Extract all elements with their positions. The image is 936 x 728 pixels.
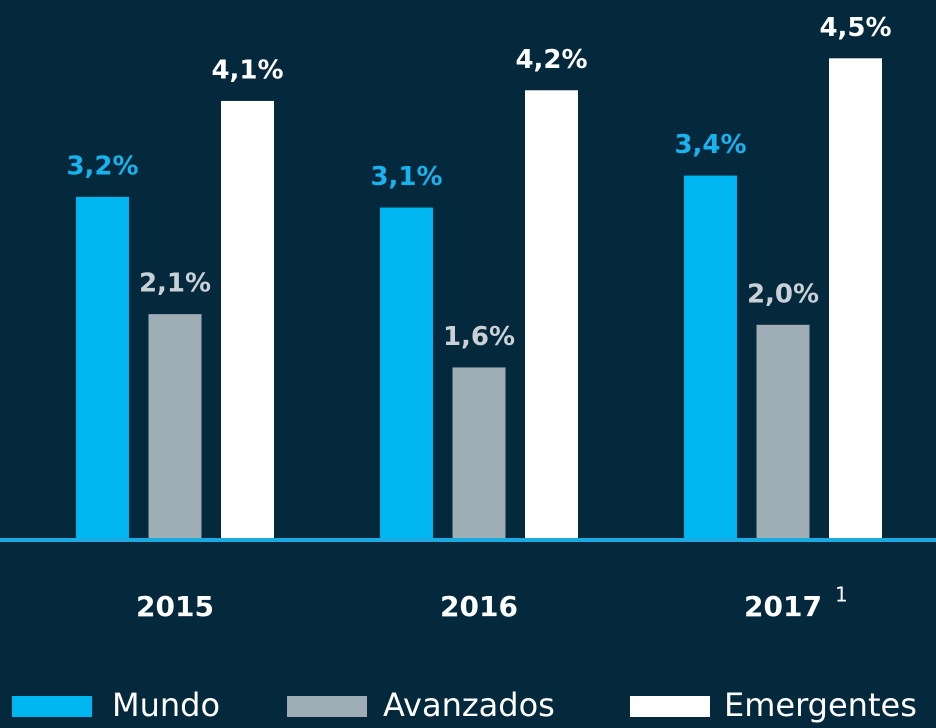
legend-swatch	[630, 696, 710, 717]
data-label: 3,4%	[674, 130, 746, 160]
x-tick-label: 2016	[440, 590, 518, 623]
footnote-marker: 1	[835, 583, 848, 607]
data-label: 3,1%	[370, 162, 442, 192]
data-label: 4,2%	[515, 45, 587, 75]
x-tick-label: 2017	[744, 590, 822, 623]
legend-swatch	[287, 696, 367, 717]
bar	[756, 324, 810, 538]
baseline	[0, 538, 936, 542]
data-label: 4,1%	[211, 55, 283, 85]
data-label: 1,6%	[443, 322, 515, 352]
bar	[148, 314, 202, 538]
bar	[221, 100, 274, 538]
data-label: 2,1%	[139, 269, 211, 299]
bar	[380, 207, 433, 539]
legend-label: Mundo	[112, 686, 220, 724]
bar	[829, 58, 882, 539]
legend-label: Avanzados	[383, 686, 555, 724]
x-tick-label: 2015	[136, 590, 214, 623]
legend-label: Emergentes	[724, 686, 917, 724]
bar	[452, 367, 506, 538]
legend-swatch	[12, 696, 92, 717]
bar	[76, 196, 129, 538]
bar	[684, 175, 737, 538]
data-label: 4,5%	[819, 13, 891, 43]
data-label: 2,0%	[747, 279, 819, 309]
bar	[525, 90, 578, 538]
data-label: 3,2%	[66, 151, 138, 181]
